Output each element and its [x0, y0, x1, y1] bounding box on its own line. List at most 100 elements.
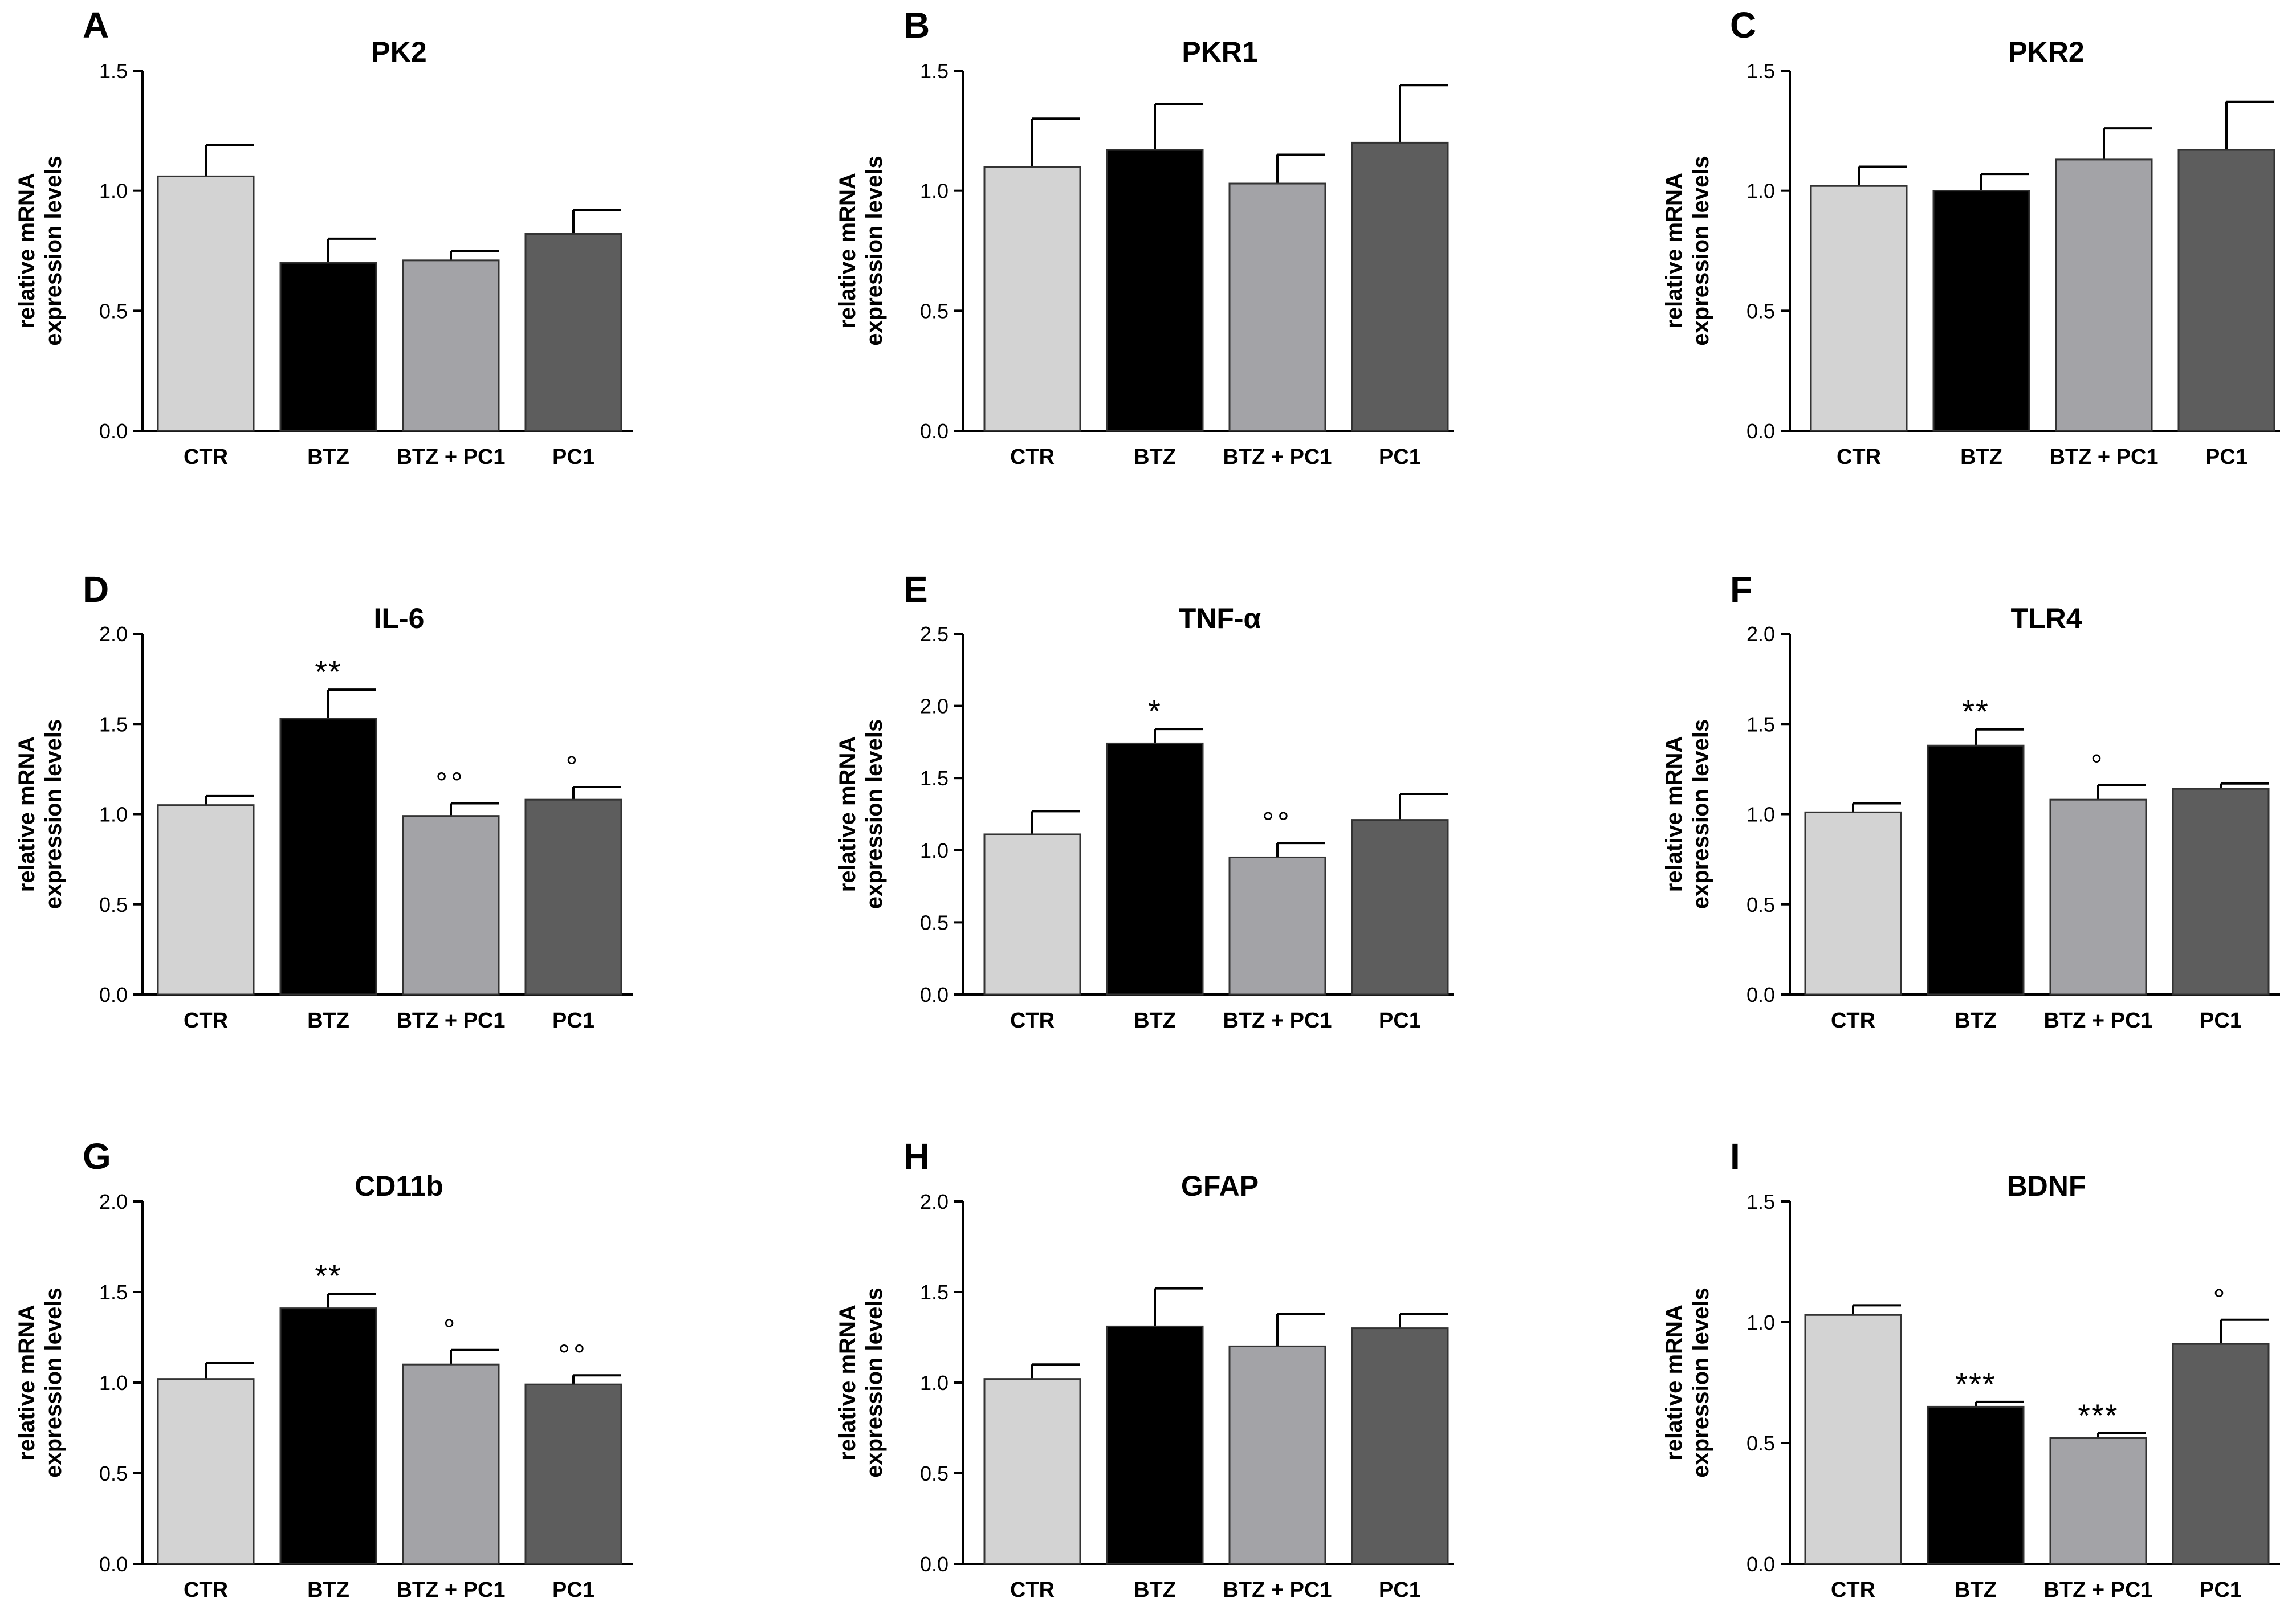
- bar-1: [1106, 742, 1204, 996]
- y-tick-label: 1.5: [1747, 1190, 1775, 1213]
- y-tick-label: 2.0: [920, 695, 948, 718]
- y-tick-label: 0.0: [99, 983, 128, 1006]
- chart-title: TNF-α: [1179, 602, 1261, 634]
- y-tick-label: 0.0: [920, 983, 948, 1006]
- x-tick-label: CTR: [184, 445, 228, 469]
- y-tick-label: 1.5: [1747, 712, 1775, 736]
- y-tick-label: 1.0: [1747, 180, 1775, 203]
- bar-0: [1810, 185, 1908, 432]
- x-tick-label: BTZ + PC1: [396, 445, 505, 469]
- significance-marker: **: [1962, 694, 1989, 729]
- x-tick-label: BTZ: [1955, 1009, 1997, 1033]
- bar-3: [2172, 1343, 2270, 1565]
- y-tick-label: 2.0: [99, 1190, 128, 1213]
- x-tick-label: BTZ: [1134, 1578, 1176, 1602]
- y-axis-label-line1: relative mRNA: [835, 1305, 860, 1460]
- significance-marker: ***: [1955, 1366, 1996, 1402]
- x-tick-label: BTZ + PC1: [396, 1009, 505, 1033]
- panel-label: B: [903, 5, 930, 46]
- significance-marker: °°: [1262, 806, 1293, 839]
- bar-3: [524, 798, 622, 996]
- x-tick-label: CTR: [1837, 445, 1881, 469]
- panel-label: C: [1730, 5, 1756, 46]
- y-tick-label: 0.5: [1747, 299, 1775, 323]
- y-tick-label: 1.0: [99, 1371, 128, 1395]
- x-tick-label: PC1: [2200, 1009, 2242, 1033]
- bar-3: [524, 233, 622, 432]
- panel-label: A: [83, 5, 109, 46]
- y-tick-label: 0.0: [99, 1552, 128, 1576]
- y-axis-label-line1: relative mRNA: [1662, 173, 1687, 328]
- x-tick-label: BTZ + PC1: [1223, 1009, 1332, 1033]
- bar-2: [1228, 856, 1326, 996]
- x-tick-label: CTR: [1010, 1009, 1055, 1033]
- x-tick-label: BTZ + PC1: [2043, 1578, 2152, 1602]
- y-tick-label: 0.5: [920, 1462, 948, 1485]
- x-tick-label: PC1: [1379, 1009, 1421, 1033]
- y-tick-label: 1.0: [1747, 803, 1775, 826]
- x-tick-label: CTR: [1010, 1578, 1055, 1602]
- x-tick-label: CTR: [1831, 1578, 1875, 1602]
- bar-0: [157, 175, 255, 432]
- bar-1: [1932, 190, 2030, 432]
- y-tick-label: 0.5: [1747, 893, 1775, 916]
- x-tick-label: PC1: [552, 1009, 595, 1033]
- panel-G: G CD11b relative mRNA expression levels 0.0 0…: [14, 1136, 633, 1602]
- x-tick-label: CTR: [184, 1578, 228, 1602]
- bar-2: [1228, 1345, 1326, 1565]
- x-tick-label: BTZ: [307, 1009, 349, 1033]
- bar-0: [983, 166, 1081, 432]
- x-tick-label: PC1: [1379, 1578, 1421, 1602]
- y-tick-label: 1.5: [99, 1281, 128, 1304]
- chart-title: PKR2: [2008, 36, 2084, 68]
- y-tick-label: 0.5: [99, 1462, 128, 1485]
- panel-D: D IL-6 relative mRNA expression levels 0.0 0.…: [14, 569, 633, 1033]
- bar-3: [1351, 141, 1449, 432]
- bar-0: [983, 833, 1081, 996]
- y-tick-label: 0.0: [920, 1552, 948, 1576]
- bar-1: [279, 1307, 377, 1565]
- significance-marker: °°: [558, 1339, 589, 1372]
- y-tick-label: 1.0: [920, 1371, 948, 1395]
- bar-0: [983, 1378, 1081, 1565]
- significance-marker: **: [315, 654, 342, 690]
- x-tick-label: BTZ + PC1: [1223, 445, 1332, 469]
- y-tick-label: 0.0: [1747, 983, 1775, 1006]
- y-tick-label: 2.5: [920, 622, 948, 646]
- y-tick-label: 1.5: [920, 1281, 948, 1304]
- y-axis-label-line1: relative mRNA: [14, 173, 39, 328]
- chart-title: TLR4: [2011, 602, 2082, 634]
- y-tick-label: 1.5: [99, 712, 128, 736]
- bar-2: [2049, 798, 2147, 996]
- bar-0: [1804, 811, 1902, 996]
- bar-1: [1927, 744, 2025, 996]
- y-tick-label: 0.5: [99, 893, 128, 916]
- y-axis-label-line2: expression levels: [1688, 1287, 1713, 1478]
- y-axis-label-line2: expression levels: [41, 156, 66, 346]
- y-tick-label: 0.5: [920, 911, 948, 934]
- bar-2: [402, 259, 500, 432]
- y-axis-label-line2: expression levels: [862, 1287, 887, 1478]
- significance-marker: *: [1148, 693, 1162, 729]
- bar-1: [1106, 149, 1204, 432]
- y-tick-label: 2.0: [99, 622, 128, 646]
- y-tick-label: 1.5: [920, 767, 948, 790]
- y-axis-label-line1: relative mRNA: [1662, 1305, 1687, 1460]
- chart-title: PKR1: [1182, 36, 1257, 68]
- bar-3: [524, 1383, 622, 1565]
- y-axis-label-line2: expression levels: [862, 156, 887, 346]
- significance-marker: °°: [435, 767, 466, 800]
- panel-label: H: [903, 1136, 930, 1177]
- y-axis-label-line1: relative mRNA: [14, 1305, 39, 1460]
- bar-1: [1927, 1405, 2025, 1565]
- bar-2: [402, 1363, 500, 1565]
- y-axis-label-line2: expression levels: [1688, 156, 1713, 346]
- chart-title: PK2: [371, 36, 426, 68]
- bar-1: [279, 718, 377, 996]
- bar-3: [2172, 788, 2270, 996]
- y-axis-label-line1: relative mRNA: [835, 736, 860, 892]
- y-tick-label: 0.5: [99, 299, 128, 323]
- panel-F: F TLR4 relative mRNA expression levels 0.0 0.…: [1662, 569, 2280, 1033]
- x-tick-label: PC1: [552, 1578, 595, 1602]
- y-tick-label: 0.0: [1747, 1552, 1775, 1576]
